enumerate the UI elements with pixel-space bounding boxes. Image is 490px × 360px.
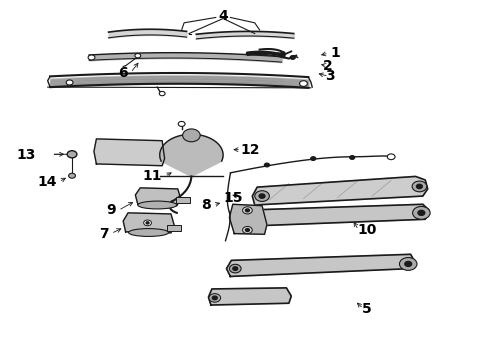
Circle shape	[144, 220, 151, 226]
Circle shape	[69, 173, 75, 178]
Text: 11: 11	[143, 170, 162, 184]
Polygon shape	[229, 204, 267, 234]
Bar	[176, 197, 191, 203]
Circle shape	[233, 267, 238, 270]
Polygon shape	[123, 213, 174, 233]
Polygon shape	[252, 176, 428, 205]
Circle shape	[405, 261, 412, 266]
Circle shape	[290, 56, 295, 59]
Circle shape	[281, 52, 285, 55]
Ellipse shape	[128, 229, 169, 237]
Circle shape	[135, 54, 141, 58]
Circle shape	[159, 91, 165, 96]
Text: 6: 6	[119, 66, 128, 80]
Circle shape	[399, 257, 417, 270]
Polygon shape	[94, 139, 165, 166]
Circle shape	[259, 194, 265, 198]
Text: 2: 2	[323, 59, 333, 73]
Text: 1: 1	[330, 46, 340, 60]
Circle shape	[88, 55, 95, 60]
Circle shape	[209, 294, 221, 302]
Circle shape	[255, 191, 270, 202]
Text: 13: 13	[16, 148, 35, 162]
Circle shape	[212, 296, 217, 300]
Circle shape	[243, 226, 252, 234]
Polygon shape	[135, 188, 181, 206]
Text: 9: 9	[106, 203, 116, 217]
Circle shape	[66, 80, 73, 85]
Circle shape	[245, 209, 249, 212]
Circle shape	[146, 222, 149, 224]
Circle shape	[183, 129, 200, 142]
Circle shape	[418, 210, 425, 215]
Text: 14: 14	[38, 175, 57, 189]
Text: 15: 15	[223, 191, 243, 205]
Text: 3: 3	[325, 69, 335, 84]
Text: 7: 7	[99, 226, 109, 240]
Text: 5: 5	[362, 302, 372, 316]
Circle shape	[243, 207, 252, 214]
Circle shape	[67, 151, 77, 158]
Polygon shape	[234, 204, 429, 226]
Polygon shape	[160, 134, 223, 176]
Circle shape	[416, 184, 422, 189]
Text: 4: 4	[218, 9, 228, 23]
Circle shape	[350, 156, 355, 159]
Polygon shape	[226, 254, 415, 276]
Bar	[167, 225, 181, 231]
Circle shape	[245, 229, 249, 231]
Circle shape	[311, 157, 316, 160]
Text: 8: 8	[201, 198, 211, 212]
Circle shape	[178, 121, 185, 126]
Circle shape	[265, 163, 270, 167]
Polygon shape	[208, 288, 291, 305]
Circle shape	[387, 154, 395, 159]
Circle shape	[229, 264, 241, 273]
Text: 12: 12	[240, 143, 260, 157]
Circle shape	[413, 206, 430, 219]
Circle shape	[412, 181, 427, 192]
Circle shape	[299, 81, 307, 86]
Text: 10: 10	[357, 223, 376, 237]
Ellipse shape	[138, 201, 177, 209]
